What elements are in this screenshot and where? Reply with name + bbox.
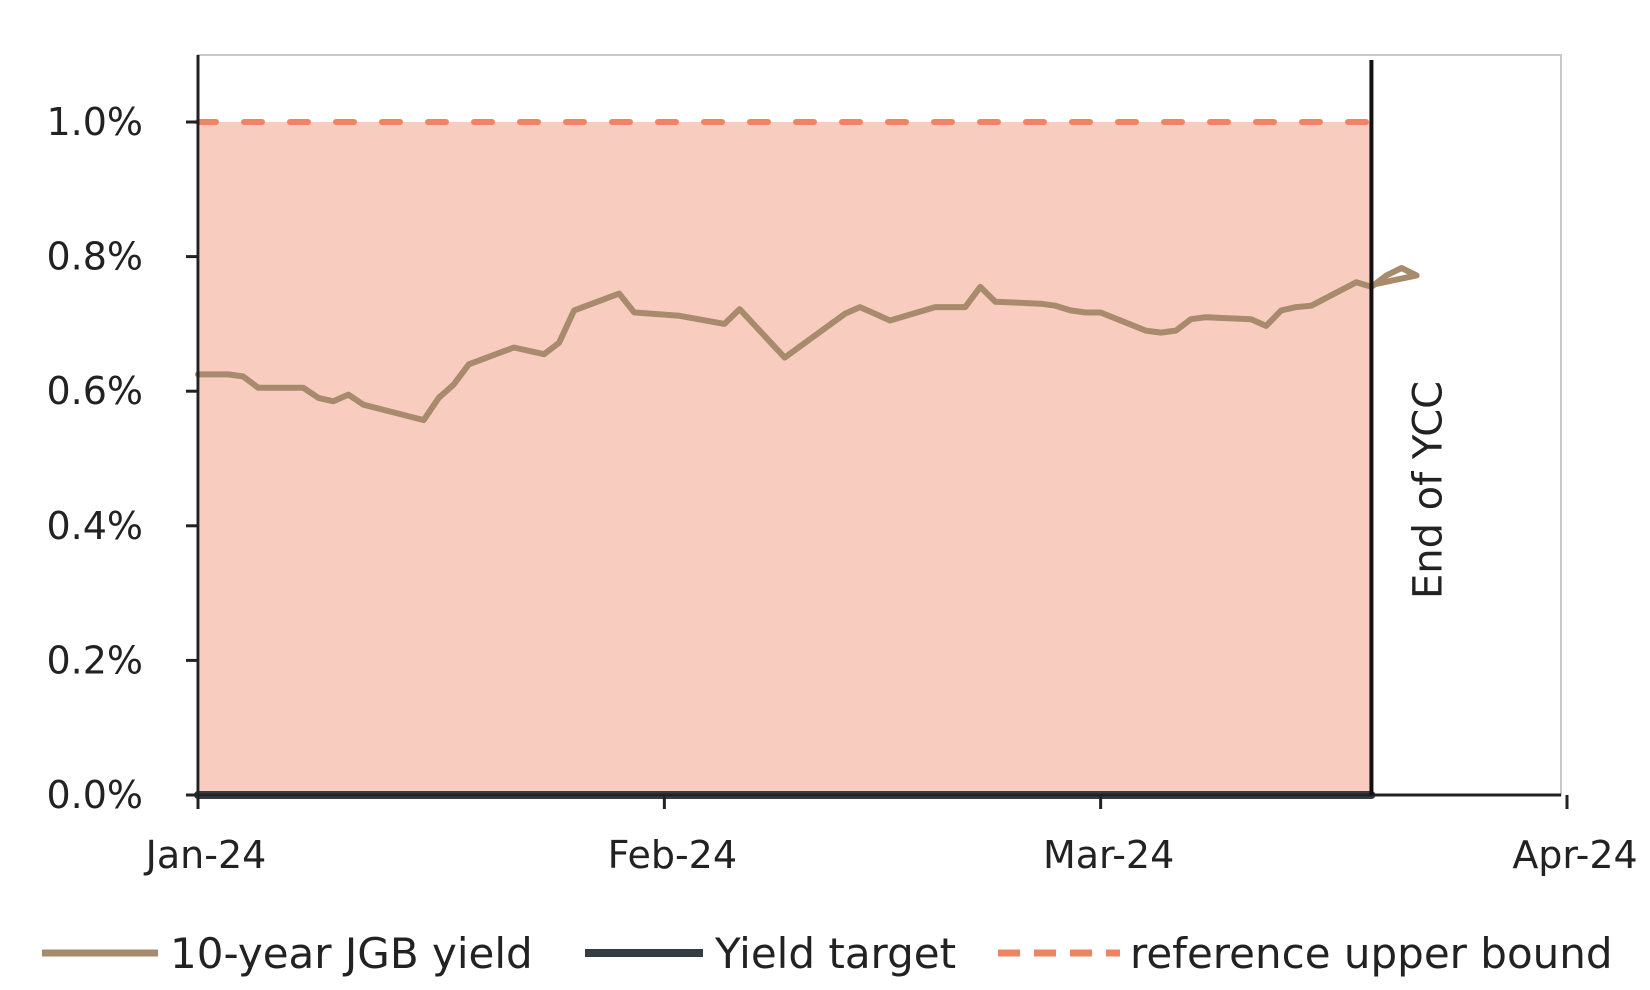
- x-ticks-group: Jan-24 Feb-24 Mar-24 Apr-24: [144, 795, 1638, 877]
- legend-label-upper-bound: reference upper bound: [1130, 929, 1613, 978]
- series-line-10-year-jgb-yield: [195, 265, 1420, 424]
- x-tick-label: Apr-24: [1512, 833, 1637, 877]
- y-tick-label: 1.0%: [46, 100, 143, 144]
- y-ticks-group: 0.0% 0.2% 0.4% 0.6% 0.8% 1.0%: [46, 100, 198, 817]
- legend: 10-year JGB yield Yield target reference…: [42, 929, 1613, 978]
- end-of-ycc-label: End of YCC: [1405, 381, 1451, 599]
- x-tick-label: Mar-24: [1043, 833, 1174, 877]
- x-tick-label: Feb-24: [608, 833, 737, 877]
- x-tick-label: Jan-24: [144, 833, 267, 877]
- y-tick-label: 0.4%: [46, 504, 143, 548]
- shaded-band-layer: [200, 122, 1372, 795]
- y-tick-label: 0.8%: [46, 235, 143, 279]
- legend-label-yield-target: Yield target: [714, 929, 956, 978]
- y-tick-label: 0.0%: [46, 773, 143, 817]
- shaded-band: [200, 122, 1372, 795]
- legend-label-jgb-yield: 10-year JGB yield: [170, 929, 533, 978]
- y-tick-label: 0.6%: [46, 369, 143, 413]
- y-tick-label: 0.2%: [46, 638, 143, 682]
